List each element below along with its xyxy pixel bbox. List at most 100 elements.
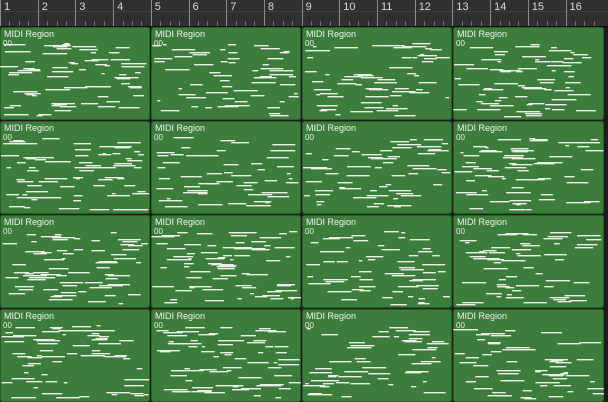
midi-note [198,334,216,336]
midi-note [384,273,404,275]
midi-region[interactable]: MIDI Region 00 [0,27,150,120]
midi-note [412,168,437,170]
ruler-bar-11[interactable]: 11 [377,0,415,26]
beat-tick [311,21,313,26]
midi-note [401,340,417,342]
midi-note [531,179,545,181]
ruler-bar-8[interactable]: 8 [263,0,302,26]
midi-region[interactable]: MIDI Region 00 [453,309,604,402]
midi-region[interactable]: MIDI Region 00 [0,215,150,308]
midi-note [162,162,180,164]
region-sublabel: 00 [154,133,163,142]
midi-region[interactable]: MIDI Region 00 [302,215,452,308]
midi-note [407,73,417,75]
midi-note [112,153,121,155]
midi-region[interactable]: MIDI Region 00 [453,121,604,214]
ruler-bar-16[interactable]: 16 [565,0,604,26]
midi-region[interactable]: MIDI Region 00 [151,121,301,214]
midi-note [566,182,589,184]
ruler-bar-3[interactable]: 3 [75,0,113,26]
midi-note [380,150,393,152]
ruler-bar-9[interactable]: 9 [301,0,340,26]
midi-note [497,61,502,63]
bar-ruler[interactable]: 1 2 3 4 5 6 7 8 9 10 11 12 13 14 15 16 [0,0,608,27]
midi-note [216,150,226,152]
midi-note [504,116,522,118]
bar-number: 13 [456,1,469,13]
ruler-bar-13[interactable]: 13 [452,0,490,26]
ruler-bar-15[interactable]: 15 [527,0,566,26]
midi-note [26,191,49,193]
midi-note [52,239,68,241]
ruler-bar-2[interactable]: 2 [37,0,76,26]
ruler-bar-1[interactable]: 1 [0,0,38,26]
midi-note [576,110,596,112]
midi-region[interactable]: MIDI Region 00 [151,215,301,308]
midi-note [68,272,90,274]
region-name: MIDI Region [155,217,206,227]
midi-note [95,64,107,66]
midi-note [454,353,465,355]
midi-note [79,170,94,172]
midi-note [502,157,518,159]
midi-note [548,396,564,398]
midi-note [502,349,527,351]
midi-note [368,373,391,375]
midi-note [98,343,121,345]
midi-note [79,69,87,71]
midi-note [500,380,515,382]
ruler-bar-6[interactable]: 6 [188,0,227,26]
midi-region[interactable]: MIDI Region 00 [453,27,604,120]
midi-region[interactable]: MIDI Region 00 [151,309,301,402]
midi-note [306,264,320,266]
midi-region[interactable]: MIDI Region 00 [151,27,301,120]
midi-note [307,57,314,59]
midi-note [322,238,340,240]
region-name: MIDI Region [306,311,357,321]
midi-note [294,93,298,95]
midi-note [349,342,365,344]
ruler-bar-12[interactable]: 12 [414,0,453,26]
region-name: MIDI Region [155,29,206,39]
midi-note [5,332,13,334]
midi-note [389,95,402,97]
tracks-area[interactable]: MIDI Region 00 MIDI Region 00 MIDI Region 00 M… [0,27,608,402]
beat-tick [405,21,407,26]
midi-note [458,84,480,86]
midi-note [359,279,374,281]
midi-notes [306,231,450,306]
ruler-bar-10[interactable]: 10 [339,0,377,26]
midi-note [339,188,362,190]
midi-note [322,93,338,95]
region-sublabel: 00 [3,321,12,330]
beat-tick [508,21,510,26]
midi-note [502,178,506,180]
midi-note [579,342,602,344]
ruler-bar-4[interactable]: 4 [113,0,151,26]
midi-note [27,185,42,187]
midi-region[interactable]: MIDI Region 00 [453,215,604,308]
midi-note [9,105,21,107]
ruler-bar-7[interactable]: 7 [226,0,264,26]
midi-note [110,232,117,234]
midi-region[interactable]: MIDI Region 00 [302,121,452,214]
bar-number: 11 [381,1,393,13]
ruler-bar-5[interactable]: 5 [150,0,189,26]
midi-region[interactable]: MIDI Region 00 [302,27,452,120]
midi-note [486,170,499,172]
midi-note [400,269,424,271]
midi-note [161,235,180,237]
midi-region[interactable]: MIDI Region 00 [0,309,150,402]
midi-note [582,57,592,59]
ruler-bar-14[interactable]: 14 [490,0,528,26]
midi-note [13,91,38,93]
beat-tick [584,21,586,26]
midi-note [220,385,244,387]
midi-note [116,78,131,80]
midi-note [233,90,258,92]
midi-note [313,89,332,91]
midi-note [423,139,443,141]
midi-region[interactable]: MIDI Region 00 [302,309,452,402]
midi-note [552,378,568,380]
midi-region[interactable]: MIDI Region 00 [0,121,150,214]
